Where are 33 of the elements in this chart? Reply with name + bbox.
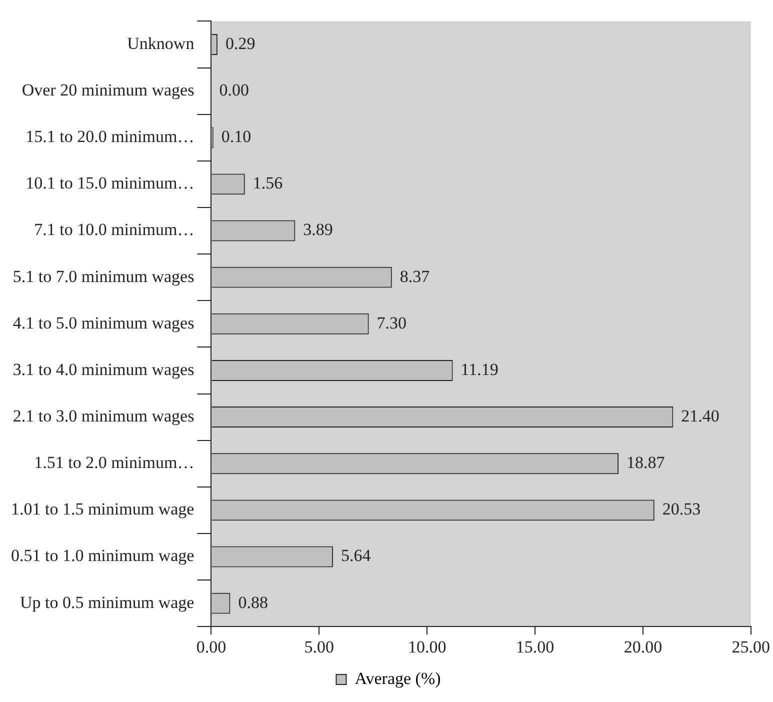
x-tick-label: 15.00: [516, 637, 554, 656]
data-label: 0.88: [238, 592, 268, 612]
data-label: 1.56: [252, 174, 283, 193]
data-label: 5.64: [340, 546, 372, 566]
y-tick-label: 10.1 to 15.0 minimum…: [26, 174, 194, 193]
x-tick-label: 0.00: [196, 637, 226, 656]
y-tick-label: Up to 0.5 minimum wage: [20, 592, 194, 612]
data-label: 11.19: [460, 360, 498, 379]
y-tick-label: 3.1 to 4.0 minimum wages: [12, 360, 194, 379]
y-tick-label: 5.1 to 7.0 minimum wages: [12, 266, 194, 286]
y-tick-label: Unknown: [127, 34, 195, 53]
data-label: 18.87: [626, 453, 666, 472]
data-label: 20.53: [662, 500, 701, 519]
data-label: 0.10: [221, 127, 252, 146]
data-label: 0.29: [225, 34, 256, 53]
legend-label: Average (%): [354, 668, 441, 688]
data-label: 7.30: [376, 313, 407, 332]
x-tick-label: 5.00: [304, 637, 334, 656]
y-tick-label: 4.1 to 5.0 minimum wages: [12, 313, 194, 332]
data-label: 21.40: [681, 406, 720, 426]
y-tick-label: 2.1 to 3.0 minimum wages: [12, 406, 194, 426]
data-label: 3.89: [303, 220, 333, 240]
y-tick-label: 15.1 to 20.0 minimum…: [26, 127, 194, 146]
x-tick-label: 25.00: [732, 637, 770, 656]
y-tick-label: 1.51 to 2.0 minimum…: [34, 453, 194, 472]
y-tick-label: 7.1 to 10.0 minimum…: [34, 220, 194, 240]
y-tick-label: 1.01 to 1.5 minimum wage: [10, 500, 194, 519]
x-tick-label: 20.00: [624, 637, 662, 656]
x-tick-label: 10.00: [408, 637, 446, 656]
y-tick-label: 0.51 to 1.0 minimum wage: [10, 546, 194, 566]
y-tick-label: Over 20 minimum wages: [22, 80, 194, 100]
data-label: 8.37: [400, 266, 430, 286]
data-label: 0.00: [219, 80, 249, 100]
